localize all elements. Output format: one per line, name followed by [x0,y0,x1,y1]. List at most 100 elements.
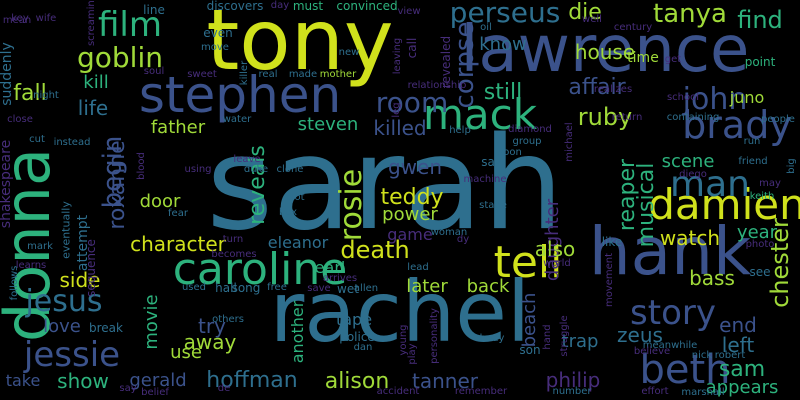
word-run: run [743,136,761,147]
word-duke: duke [243,164,269,175]
word-another: another [288,300,307,364]
word-teddy: teddy [380,185,444,210]
word-try: try [198,314,226,338]
word-instead: instead [53,137,91,148]
word-cut: cut [29,134,45,145]
word-son: son [519,343,541,357]
word-police: police [339,330,375,344]
word-wet: wet [337,282,359,296]
word-appears: appears [705,377,779,398]
word-point: point [744,55,776,69]
word-corpse: corpse [450,21,480,109]
word-personality: personality [429,308,440,364]
word-free: free [267,282,287,293]
word-hall: hall [215,281,237,295]
word-take: take [5,371,41,390]
word-blood: blood [136,152,147,180]
word-hand: hand [542,324,553,350]
word-struggle: struggle [559,315,570,357]
word-close: close [7,114,33,125]
word-see: see [749,265,771,279]
word-mean: mean [2,15,32,26]
word-character: character [130,232,226,256]
word-people: people [761,114,795,125]
word-help: help [449,125,471,136]
word-well: well [582,14,602,25]
word-break: break [89,321,123,335]
word-door: door [139,191,181,212]
word-house: house [574,40,636,64]
word-find: find [737,6,783,34]
word-shakespeare: shakespeare [0,139,14,229]
word-life: life [77,96,109,120]
word-call: call [405,37,419,59]
word-body: body [479,333,505,344]
word-roxanne: roxanne [105,140,130,230]
word-steven: steven [297,114,359,135]
word-affair: affair [568,75,626,100]
word-diego: diego [679,169,707,180]
word-fall: fall [13,81,47,106]
word-even: even [203,26,233,40]
word-love: love [43,316,81,337]
word-know: know [479,34,527,55]
word-power: power [382,204,438,225]
word-movement: movement [604,252,615,308]
word-group: group [512,136,542,147]
word-century: century [613,22,653,33]
word-allen: allen [353,283,379,294]
word-kill: kill [83,72,109,93]
word-believe: believe [633,346,671,357]
word-like: like [601,235,623,249]
word-world: world [543,258,571,269]
word-also: also [534,237,576,261]
word-leaving: leaving [392,37,403,75]
word-remember: remember [454,386,508,397]
word-ruby: ruby [577,103,633,131]
word-alison: alison [324,369,390,394]
word-lawrence: lawrence [460,13,750,87]
word-play: play [407,343,418,365]
word-killed: killed [373,116,427,140]
word-rachel: rachel [269,263,531,361]
word-show: show [57,369,109,393]
word-realizes: realizes [593,84,633,95]
word-marshall: marshall [681,387,725,398]
word-say: say [119,383,137,394]
word-plot: plot [285,192,305,203]
word-day: day [270,0,290,11]
word-machine: machine [463,174,507,185]
word-oil: oil [480,22,492,33]
word-soon: soon [498,147,522,158]
word-school: school [666,92,700,103]
word-left: left [721,333,755,357]
word-leave: leave [233,154,261,165]
word-michael: michael [564,122,575,162]
word-bass: bass [689,266,735,290]
word-de: de [217,383,231,394]
word-move: move [201,42,229,53]
word-number: number [552,386,592,397]
word-film: film [98,5,162,45]
word-wife: wife [35,13,57,24]
word-save: save [307,283,331,294]
word-fear: fear [168,208,188,219]
word-eleanor: eleanor [267,233,329,252]
word-water: water [222,114,252,125]
word-tanya: tanya [653,0,727,29]
word-song: song [231,281,261,295]
word-rosie: rosie [334,168,369,242]
word-tell: tell [493,237,563,288]
word-stephen: stephen [138,66,342,124]
word-hank: hank [588,213,752,290]
word-side: side [59,268,101,292]
word-back: back [466,276,510,297]
word-zeus: zeus [617,323,663,347]
word-sarah: sarah [206,110,564,259]
word-john: john [682,82,748,117]
word-gerald: gerald [129,370,187,391]
word-containing: containing [666,112,720,123]
word-year: year [736,222,778,243]
word-beth: beth [639,347,731,393]
